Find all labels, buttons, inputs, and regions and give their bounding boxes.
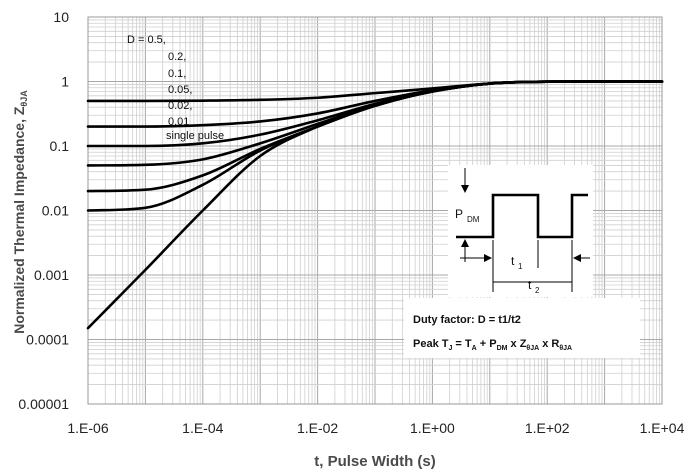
legend-entry: 0.01 xyxy=(168,116,189,128)
legend-entry: 0.1, xyxy=(168,68,186,80)
x-tick-label: 1.E+02 xyxy=(525,420,570,436)
x-tick-label: 1.E+04 xyxy=(640,420,685,436)
x-tick-label: 1.E-06 xyxy=(67,420,108,436)
formula-subscript: A xyxy=(472,345,477,352)
legend: D = 0.5,0.2, 0.1, 0.05, 0.02, 0.01 single pul… xyxy=(127,34,224,142)
x-tick-label: 1.E+00 xyxy=(410,420,455,436)
duty-factor-text: Duty factor: D = t1/t2 xyxy=(413,314,521,326)
t2-arrowhead xyxy=(573,254,581,262)
formula-subscript: θJA xyxy=(559,345,572,352)
series-lines xyxy=(86,80,664,330)
pulse-inset-box xyxy=(448,165,593,297)
formula-text: = T xyxy=(452,338,472,350)
formula-text: x R xyxy=(539,338,559,350)
pdm-label: P xyxy=(455,207,463,221)
formula-subscript: DM xyxy=(497,345,508,352)
legend-entry: 0.05, xyxy=(168,84,192,96)
t1-label: t xyxy=(511,254,515,268)
formula-text: Peak T xyxy=(413,338,449,350)
y-tick-label: 0.1 xyxy=(50,138,70,154)
legend-entry: single pulse xyxy=(166,130,224,142)
y-tick-label: 0.001 xyxy=(34,267,69,283)
pulse-inset: P DMt 1t 2 xyxy=(448,165,593,297)
x-axis-title: t, Pulse Width (s) xyxy=(314,453,436,470)
formula-subscript: J xyxy=(448,345,452,352)
t1-arrowhead xyxy=(484,254,492,262)
y-axis-title-main: Normalized Thermal Impedance, Z xyxy=(11,106,27,334)
legend-entry: 0.2, xyxy=(168,51,186,63)
formula-text: + P xyxy=(477,338,497,350)
y-axis-title: Normalized Thermal Impedance, ZθJA xyxy=(11,90,29,334)
axis-titles: t, Pulse Width (s) Normalized Thermal Imp… xyxy=(11,90,436,470)
t2-subscript: 2 xyxy=(535,286,540,295)
pdm-arrowhead-bottom xyxy=(461,239,469,247)
y-tick-label: 0.00001 xyxy=(18,396,69,412)
formula-box: Duty factor: D = t1/t2 Peak TJ = TA + PDM… xyxy=(404,298,640,358)
x-tick-label: 1.E-02 xyxy=(297,420,338,436)
pdm-arrowhead-top xyxy=(461,185,469,193)
formula-subscript: θJA xyxy=(526,345,539,352)
x-tick-label: 1.E-04 xyxy=(182,420,223,436)
legend-entry: 0.02, xyxy=(168,100,192,112)
formula-text: x Z xyxy=(507,338,526,350)
t2-label: t xyxy=(528,278,532,292)
y-axis-title-subscript: θJA xyxy=(19,90,29,107)
y-tick-label: 0.01 xyxy=(42,203,69,219)
pdm-subscript: DM xyxy=(467,215,480,224)
formula-box-bg xyxy=(404,298,640,358)
y-tick-label: 10 xyxy=(53,9,69,25)
y-tick-label: 1 xyxy=(61,74,69,90)
y-tick-label: 0.0001 xyxy=(26,332,69,348)
peak-temperature-formula: Peak TJ = TA + PDM x ZθJA x RθJA xyxy=(413,338,572,352)
tick-labels: 1.E-06 1.E-04 1.E-02 1.E+00 1.E+02 1.E+04 0.00… xyxy=(18,9,684,436)
t1-subscript: 1 xyxy=(518,262,523,271)
legend-entry: D = 0.5, xyxy=(127,34,166,46)
pulse-waveform xyxy=(456,193,588,239)
series-line-6 xyxy=(86,80,664,330)
